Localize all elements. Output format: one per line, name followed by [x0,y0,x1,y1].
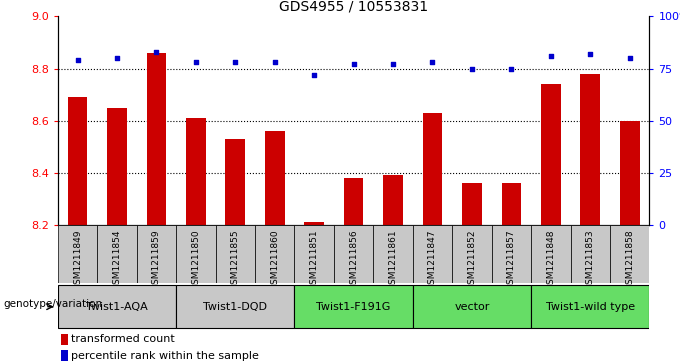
Text: genotype/variation: genotype/variation [3,299,102,309]
Point [348,61,359,67]
Text: GSM1211852: GSM1211852 [467,230,477,290]
Point [466,66,477,72]
Point [112,55,122,61]
Bar [147,53,167,225]
Text: Twist1-F191G: Twist1-F191G [316,302,391,312]
Bar [304,223,324,225]
Bar [61,334,68,345]
Text: percentile rank within the sample: percentile rank within the sample [71,351,259,361]
Text: GSM1211854: GSM1211854 [112,230,122,290]
Bar [610,225,649,283]
Point [190,59,201,65]
Text: GSM1211851: GSM1211851 [309,230,319,290]
Bar [423,113,443,225]
Bar [176,225,216,283]
Bar [255,225,294,283]
Bar [502,183,522,225]
Bar [58,225,97,283]
Text: GSM1211848: GSM1211848 [546,230,556,290]
Text: Twist1-AQA: Twist1-AQA [86,302,148,312]
Text: GSM1211847: GSM1211847 [428,230,437,290]
Point [72,57,83,63]
Bar [413,225,452,283]
Bar [581,74,600,225]
Point [585,51,596,57]
Bar [294,285,413,328]
Text: GSM1211853: GSM1211853 [585,230,595,290]
Text: GSM1211860: GSM1211860 [270,230,279,290]
Point [151,49,162,55]
Bar [294,225,334,283]
Point [545,53,556,59]
Bar [571,225,610,283]
Text: Twist1-wild type: Twist1-wild type [545,302,635,312]
Text: GSM1211861: GSM1211861 [388,230,398,290]
Bar [137,225,176,283]
Bar [619,121,639,225]
Point [269,59,280,65]
Bar [462,183,481,225]
Bar [176,285,294,328]
Bar [531,225,571,283]
Text: transformed count: transformed count [71,334,175,344]
Text: GSM1211855: GSM1211855 [231,230,240,290]
Bar [413,285,531,328]
Bar [531,285,649,328]
Text: vector: vector [454,302,490,312]
Bar [265,131,285,225]
Bar [97,225,137,283]
Bar [61,350,68,362]
Bar [58,285,176,328]
Text: GSM1211849: GSM1211849 [73,230,82,290]
Bar [373,225,413,283]
Bar [216,225,255,283]
Bar [344,178,364,225]
Text: GSM1211856: GSM1211856 [349,230,358,290]
Title: GDS4955 / 10553831: GDS4955 / 10553831 [279,0,428,14]
Point [309,72,320,78]
Text: Twist1-DQD: Twist1-DQD [203,302,267,312]
Bar [225,139,245,225]
Bar [68,97,87,225]
Bar [492,225,531,283]
Bar [452,225,492,283]
Bar [383,175,403,225]
Point [624,55,635,61]
Text: GSM1211859: GSM1211859 [152,230,161,290]
Point [230,59,241,65]
Bar [107,108,126,225]
Bar [186,118,206,225]
Text: GSM1211857: GSM1211857 [507,230,516,290]
Point [427,59,438,65]
Bar [334,225,373,283]
Point [506,66,517,72]
Point [388,61,398,67]
Text: GSM1211858: GSM1211858 [625,230,634,290]
Text: GSM1211850: GSM1211850 [191,230,201,290]
Bar [541,84,560,225]
